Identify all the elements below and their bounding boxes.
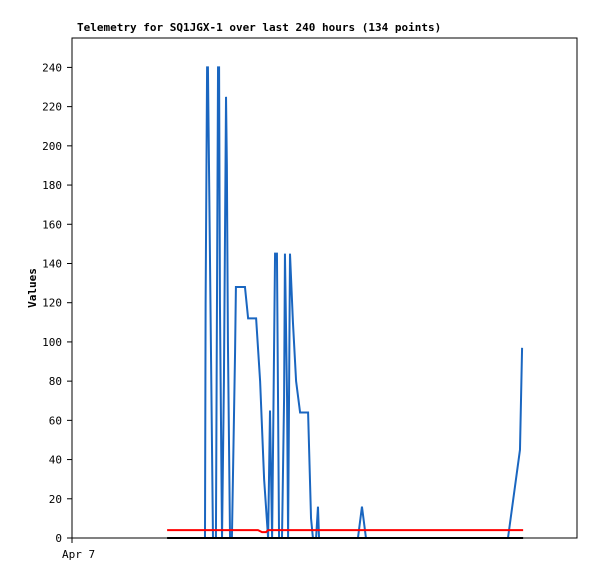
y-tick-label: 20 [49, 493, 62, 506]
y-tick-label: 60 [49, 414, 62, 427]
y-tick-label: 80 [49, 375, 62, 388]
y-tick-label: 0 [55, 532, 62, 545]
chart-title: Telemetry for SQ1JGX-1 over last 240 hou… [77, 21, 441, 34]
y-axis-label: Values [26, 268, 39, 308]
y-tick-label: 40 [49, 454, 62, 467]
x-tick-label: Apr 7 [62, 548, 95, 561]
y-tick-label: 180 [42, 179, 62, 192]
plot-frame [71, 37, 578, 539]
y-tick-label: 240 [42, 61, 62, 74]
y-tick-label: 140 [42, 257, 62, 270]
y-tick-label: 160 [42, 218, 62, 231]
y-tick-label: 120 [42, 297, 62, 310]
y-tick-label: 200 [42, 140, 62, 153]
series-line [167, 529, 524, 534]
series-line [203, 66, 524, 539]
y-tick-label: 220 [42, 101, 62, 114]
y-tick-label: 100 [42, 336, 62, 349]
